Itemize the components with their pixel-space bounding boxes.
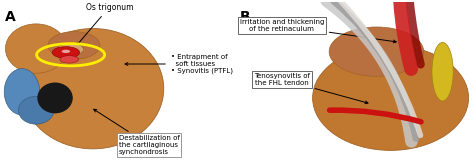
Ellipse shape xyxy=(37,83,73,113)
Text: Irritation and thickening
of the retinaculum: Irritation and thickening of the retinac… xyxy=(240,19,396,43)
Ellipse shape xyxy=(4,69,40,115)
FancyArrowPatch shape xyxy=(340,1,420,135)
Ellipse shape xyxy=(52,47,80,58)
FancyArrowPatch shape xyxy=(329,110,421,122)
FancyArrowPatch shape xyxy=(410,2,420,64)
Text: Os trigonum: Os trigonum xyxy=(76,3,133,46)
Ellipse shape xyxy=(60,56,79,63)
FancyArrowPatch shape xyxy=(400,2,411,69)
Ellipse shape xyxy=(58,44,83,55)
Text: A: A xyxy=(5,10,16,24)
Ellipse shape xyxy=(432,42,453,101)
Ellipse shape xyxy=(48,32,100,59)
Ellipse shape xyxy=(5,24,67,73)
Text: Destabilization of
the cartilaginous
synchondrosis: Destabilization of the cartilaginous syn… xyxy=(94,109,180,155)
Text: B: B xyxy=(239,10,250,24)
Text: Tenosynovitis of
the FHL tendon: Tenosynovitis of the FHL tendon xyxy=(254,73,368,104)
Ellipse shape xyxy=(313,45,469,150)
Text: • Entrapment of
  soft tissues
• Synovitis (PTFL): • Entrapment of soft tissues • Synovitis… xyxy=(125,54,233,74)
Ellipse shape xyxy=(62,50,70,53)
Ellipse shape xyxy=(18,96,54,124)
FancyArrowPatch shape xyxy=(334,1,416,138)
Ellipse shape xyxy=(329,27,424,76)
FancyArrowPatch shape xyxy=(327,1,411,141)
Ellipse shape xyxy=(22,28,164,149)
